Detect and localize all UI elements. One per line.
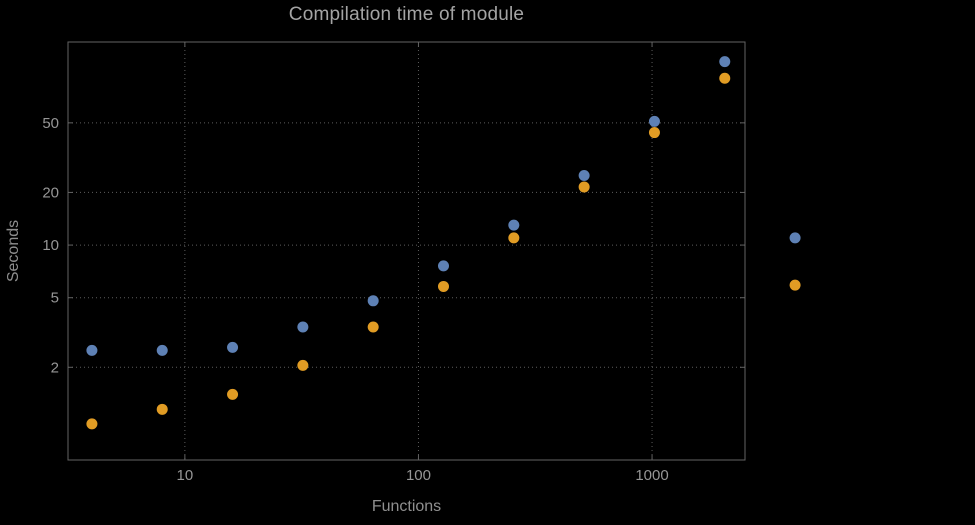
data-point-series-2-orange	[648, 127, 660, 139]
y-tick-label: 50	[42, 115, 59, 132]
x-tick-label: 100	[406, 467, 431, 484]
y-tick-label: 5	[51, 290, 59, 307]
data-point-series-1-blue	[297, 321, 309, 333]
x-tick-label: 10	[177, 467, 194, 484]
y-tick-label: 2	[51, 359, 59, 376]
y-axis-label: Seconds	[5, 219, 22, 283]
data-point-series-2-orange	[578, 181, 590, 193]
data-point-series-1-blue	[578, 169, 590, 181]
data-point-series-1-blue	[156, 344, 168, 356]
data-point-series-2-orange	[227, 388, 239, 400]
plot-frame	[67, 41, 746, 461]
data-point-series-1-blue	[86, 344, 98, 356]
data-point-series-2-orange	[156, 403, 168, 415]
data-point-series-2-orange	[367, 321, 379, 333]
data-point-series-1-blue	[719, 56, 731, 68]
x-axis-label: Functions	[371, 498, 442, 515]
y-tick-label: 20	[42, 184, 59, 201]
data-point-series-2-orange	[437, 280, 449, 292]
data-point-series-2-orange	[508, 232, 520, 244]
x-tick-label: 1000	[635, 467, 668, 484]
data-point-series-2-orange	[86, 418, 98, 430]
data-point-series-2-orange	[719, 72, 731, 84]
data-point-series-1-blue	[227, 341, 239, 353]
data-point-series-1-blue	[648, 115, 660, 127]
data-point-series-2-orange	[297, 359, 309, 371]
data-point-series-2-orange	[789, 279, 801, 291]
data-point-series-1-blue	[789, 232, 801, 244]
data-point-series-1-blue	[367, 295, 379, 307]
y-tick-label: 10	[42, 237, 59, 254]
data-point-series-1-blue	[508, 219, 520, 231]
chart-title: Compilation time of module	[288, 4, 525, 25]
data-point-series-1-blue	[437, 260, 449, 272]
